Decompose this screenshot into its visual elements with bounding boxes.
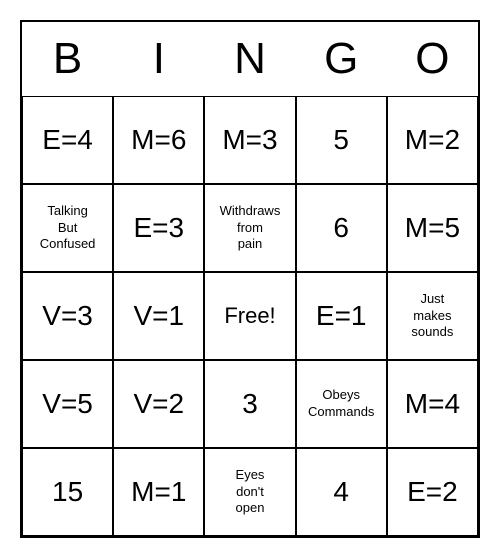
bingo-cell-19[interactable]: M=4: [387, 360, 478, 448]
header-letter-o: O: [387, 22, 478, 96]
bingo-cell-7[interactable]: Withdraws from pain: [204, 184, 295, 272]
bingo-cell-6[interactable]: E=3: [113, 184, 204, 272]
bingo-cell-16[interactable]: V=2: [113, 360, 204, 448]
bingo-cell-23[interactable]: 4: [296, 448, 387, 536]
bingo-cell-3[interactable]: 5: [296, 96, 387, 184]
bingo-cell-17[interactable]: 3: [204, 360, 295, 448]
header-letter-b: B: [22, 22, 113, 96]
bingo-cell-24[interactable]: E=2: [387, 448, 478, 536]
bingo-cell-13[interactable]: E=1: [296, 272, 387, 360]
bingo-cell-22[interactable]: Eyes don't open: [204, 448, 295, 536]
header-letter-i: I: [113, 22, 204, 96]
bingo-cell-14[interactable]: Just makes sounds: [387, 272, 478, 360]
bingo-cell-10[interactable]: V=3: [22, 272, 113, 360]
bingo-cell-0[interactable]: E=4: [22, 96, 113, 184]
bingo-cell-2[interactable]: M=3: [204, 96, 295, 184]
bingo-card: B I N G O E=4M=6M=35M=2 Talking But Confu…: [20, 20, 480, 538]
bingo-cell-21[interactable]: M=1: [113, 448, 204, 536]
bingo-header-row: B I N G O: [22, 22, 478, 96]
header-letter-n: N: [204, 22, 295, 96]
bingo-grid: E=4M=6M=35M=2 Talking But ConfusedE=3With…: [22, 96, 478, 536]
bingo-cell-4[interactable]: M=2: [387, 96, 478, 184]
bingo-cell-15[interactable]: V=5: [22, 360, 113, 448]
bingo-cell-5[interactable]: Talking But Confused: [22, 184, 113, 272]
bingo-cell-18[interactable]: Obeys Commands: [296, 360, 387, 448]
bingo-cell-20[interactable]: 15: [22, 448, 113, 536]
bingo-cell-1[interactable]: M=6: [113, 96, 204, 184]
header-letter-g: G: [296, 22, 387, 96]
bingo-cell-9[interactable]: M=5: [387, 184, 478, 272]
bingo-cell-12[interactable]: Free!: [204, 272, 295, 360]
bingo-cell-8[interactable]: 6: [296, 184, 387, 272]
bingo-cell-11[interactable]: V=1: [113, 272, 204, 360]
